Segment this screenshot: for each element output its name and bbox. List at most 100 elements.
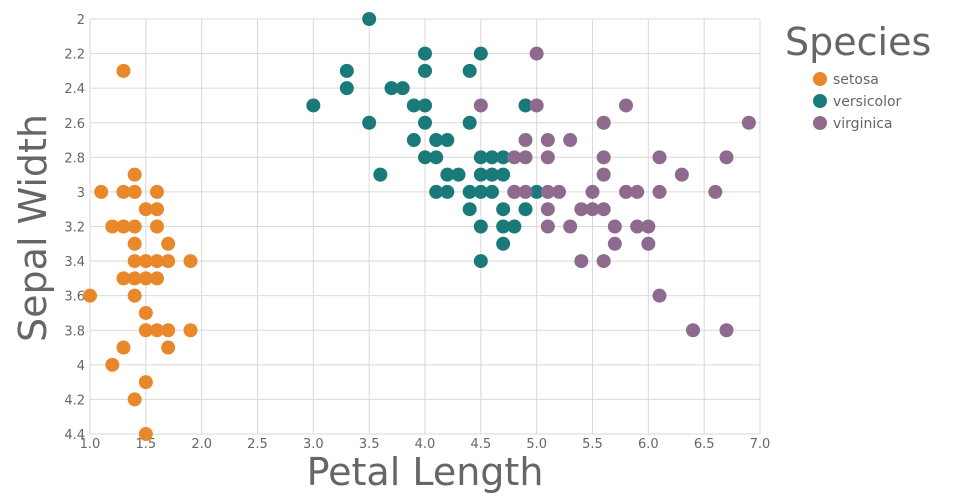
x-axis-ticks: 1.0 1.5 2.0 2.5 3.0 3.5 4.0 4.5 5.0 5.5 6.0 6.5 7.0	[80, 437, 771, 452]
data-point	[507, 219, 522, 234]
data-point	[496, 219, 511, 234]
data-point	[138, 254, 153, 269]
y-tick-label: 3.6	[64, 290, 85, 305]
data-point	[574, 202, 589, 217]
data-point	[652, 288, 667, 303]
data-point	[619, 184, 633, 199]
data-point	[183, 254, 198, 269]
data-point	[418, 63, 432, 78]
data-point	[116, 219, 131, 234]
grid	[89, 18, 761, 435]
data-point	[150, 254, 164, 269]
data-point	[127, 254, 142, 269]
data-point	[540, 184, 555, 199]
data-point	[686, 323, 700, 338]
data-point	[652, 150, 667, 165]
data-point	[362, 115, 377, 130]
data-point	[138, 427, 153, 441]
data-point	[83, 288, 97, 303]
data-point	[473, 98, 488, 113]
x-tick-label: 5.0	[526, 437, 547, 452]
series-versicolor	[306, 12, 544, 269]
y-tick-label: 3.8	[64, 324, 85, 339]
data-point	[127, 167, 142, 182]
y-tick-label: 4	[77, 359, 85, 374]
data-point	[183, 323, 198, 338]
data-point	[473, 184, 488, 199]
data-point	[473, 219, 488, 234]
data-point	[719, 323, 734, 338]
data-point	[496, 236, 511, 251]
data-point	[138, 375, 153, 390]
data-point	[540, 219, 555, 234]
data-point	[127, 219, 142, 234]
x-axis-title: Petal Length	[307, 450, 544, 494]
y-tick-label: 3.2	[64, 221, 85, 236]
data-point	[150, 184, 164, 199]
data-point	[529, 184, 544, 199]
data-point	[127, 271, 142, 286]
data-point	[418, 150, 432, 165]
data-point	[596, 167, 611, 182]
data-point	[585, 184, 600, 199]
data-point	[518, 184, 533, 199]
legend: Species setosa versicolor virginica	[785, 20, 931, 132]
data-point	[630, 184, 645, 199]
data-point	[440, 133, 455, 148]
y-axis-title: Sepal Width	[11, 114, 55, 342]
data-point	[507, 184, 522, 199]
data-point	[418, 46, 432, 61]
data-point	[127, 288, 142, 303]
y-tick-label: 3.4	[64, 255, 85, 270]
data-point	[138, 323, 153, 338]
data-point	[105, 357, 120, 372]
data-point	[406, 133, 421, 148]
data-point	[641, 236, 656, 251]
x-tick-label: 2.0	[191, 437, 212, 452]
data-point	[440, 167, 455, 182]
data-point	[161, 340, 176, 355]
data-point	[596, 202, 611, 217]
data-point	[619, 98, 633, 113]
data-point	[529, 46, 544, 61]
data-point	[496, 167, 511, 182]
y-axis-ticks: 2 2.2 2.4 2.6 2.8 3 3.2 3.4 3.6 3.8 4 4.2 4.4	[64, 13, 85, 443]
x-tick-label: 6.5	[694, 437, 715, 452]
data-point	[429, 133, 444, 148]
data-point	[585, 202, 600, 217]
data-point	[418, 98, 432, 113]
legend-marker	[813, 72, 827, 86]
data-point	[485, 150, 499, 165]
data-point	[127, 184, 142, 199]
data-point	[150, 323, 164, 338]
data-point	[138, 202, 153, 217]
y-tick-label: 4.2	[64, 393, 85, 408]
y-tick-label: 2.8	[64, 151, 85, 166]
data-point	[150, 219, 164, 234]
data-point	[507, 150, 522, 165]
series-virginica	[473, 46, 756, 338]
data-point	[94, 184, 109, 199]
series-setosa	[83, 63, 198, 441]
data-point	[395, 81, 410, 96]
data-point	[473, 46, 488, 61]
legend-marker	[813, 94, 827, 108]
legend-label: virginica	[833, 116, 893, 132]
data-point	[674, 167, 689, 182]
data-point	[462, 184, 477, 199]
data-point	[540, 133, 555, 148]
x-tick-label: 7.0	[750, 437, 771, 452]
y-tick-label: 3	[77, 186, 85, 201]
data-point	[462, 63, 477, 78]
data-point	[518, 202, 533, 217]
data-point	[741, 115, 756, 130]
data-point	[462, 115, 477, 130]
data-point	[473, 150, 488, 165]
data-point	[451, 167, 466, 182]
data-point	[138, 305, 153, 320]
data-point	[518, 98, 533, 113]
data-point	[563, 133, 578, 148]
data-point	[138, 271, 153, 286]
data-point	[485, 167, 499, 182]
